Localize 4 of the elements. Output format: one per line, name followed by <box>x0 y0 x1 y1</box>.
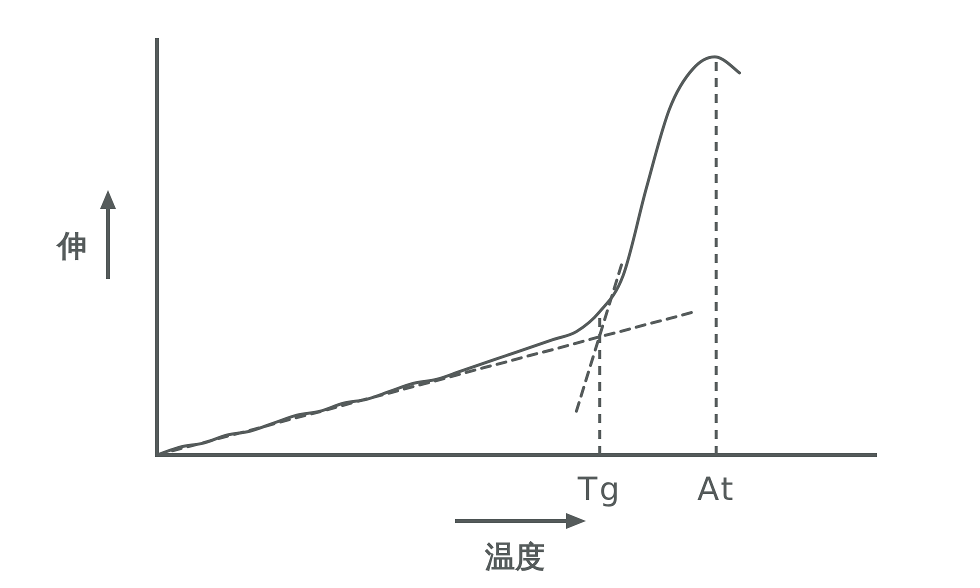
x-axis-title: 温度 <box>484 540 545 575</box>
y-axis-title: 伸 <box>55 229 87 264</box>
x-tick-label: At <box>697 470 736 508</box>
x-tick-label: Tg <box>576 470 622 508</box>
